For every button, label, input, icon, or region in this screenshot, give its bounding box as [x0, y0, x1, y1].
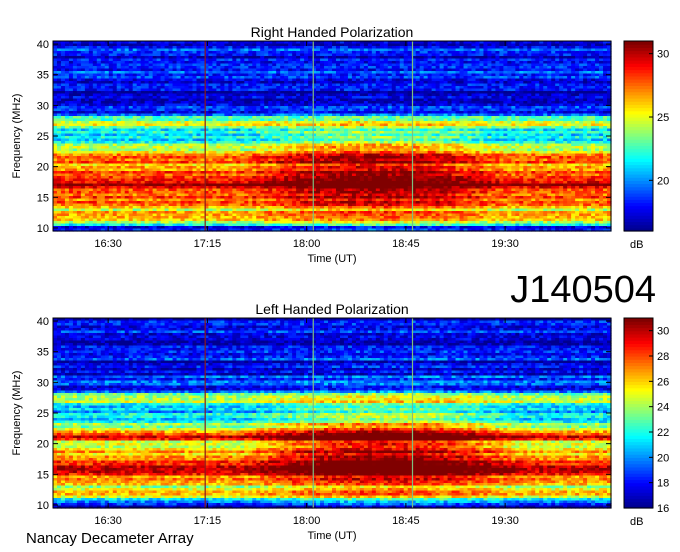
right-panel-title: Right Handed Polarization [251, 24, 414, 40]
right-polarization-panel: Right Handed Polarization 10152025303540… [11, 24, 669, 265]
right-spectrogram-heatmap [53, 41, 612, 232]
